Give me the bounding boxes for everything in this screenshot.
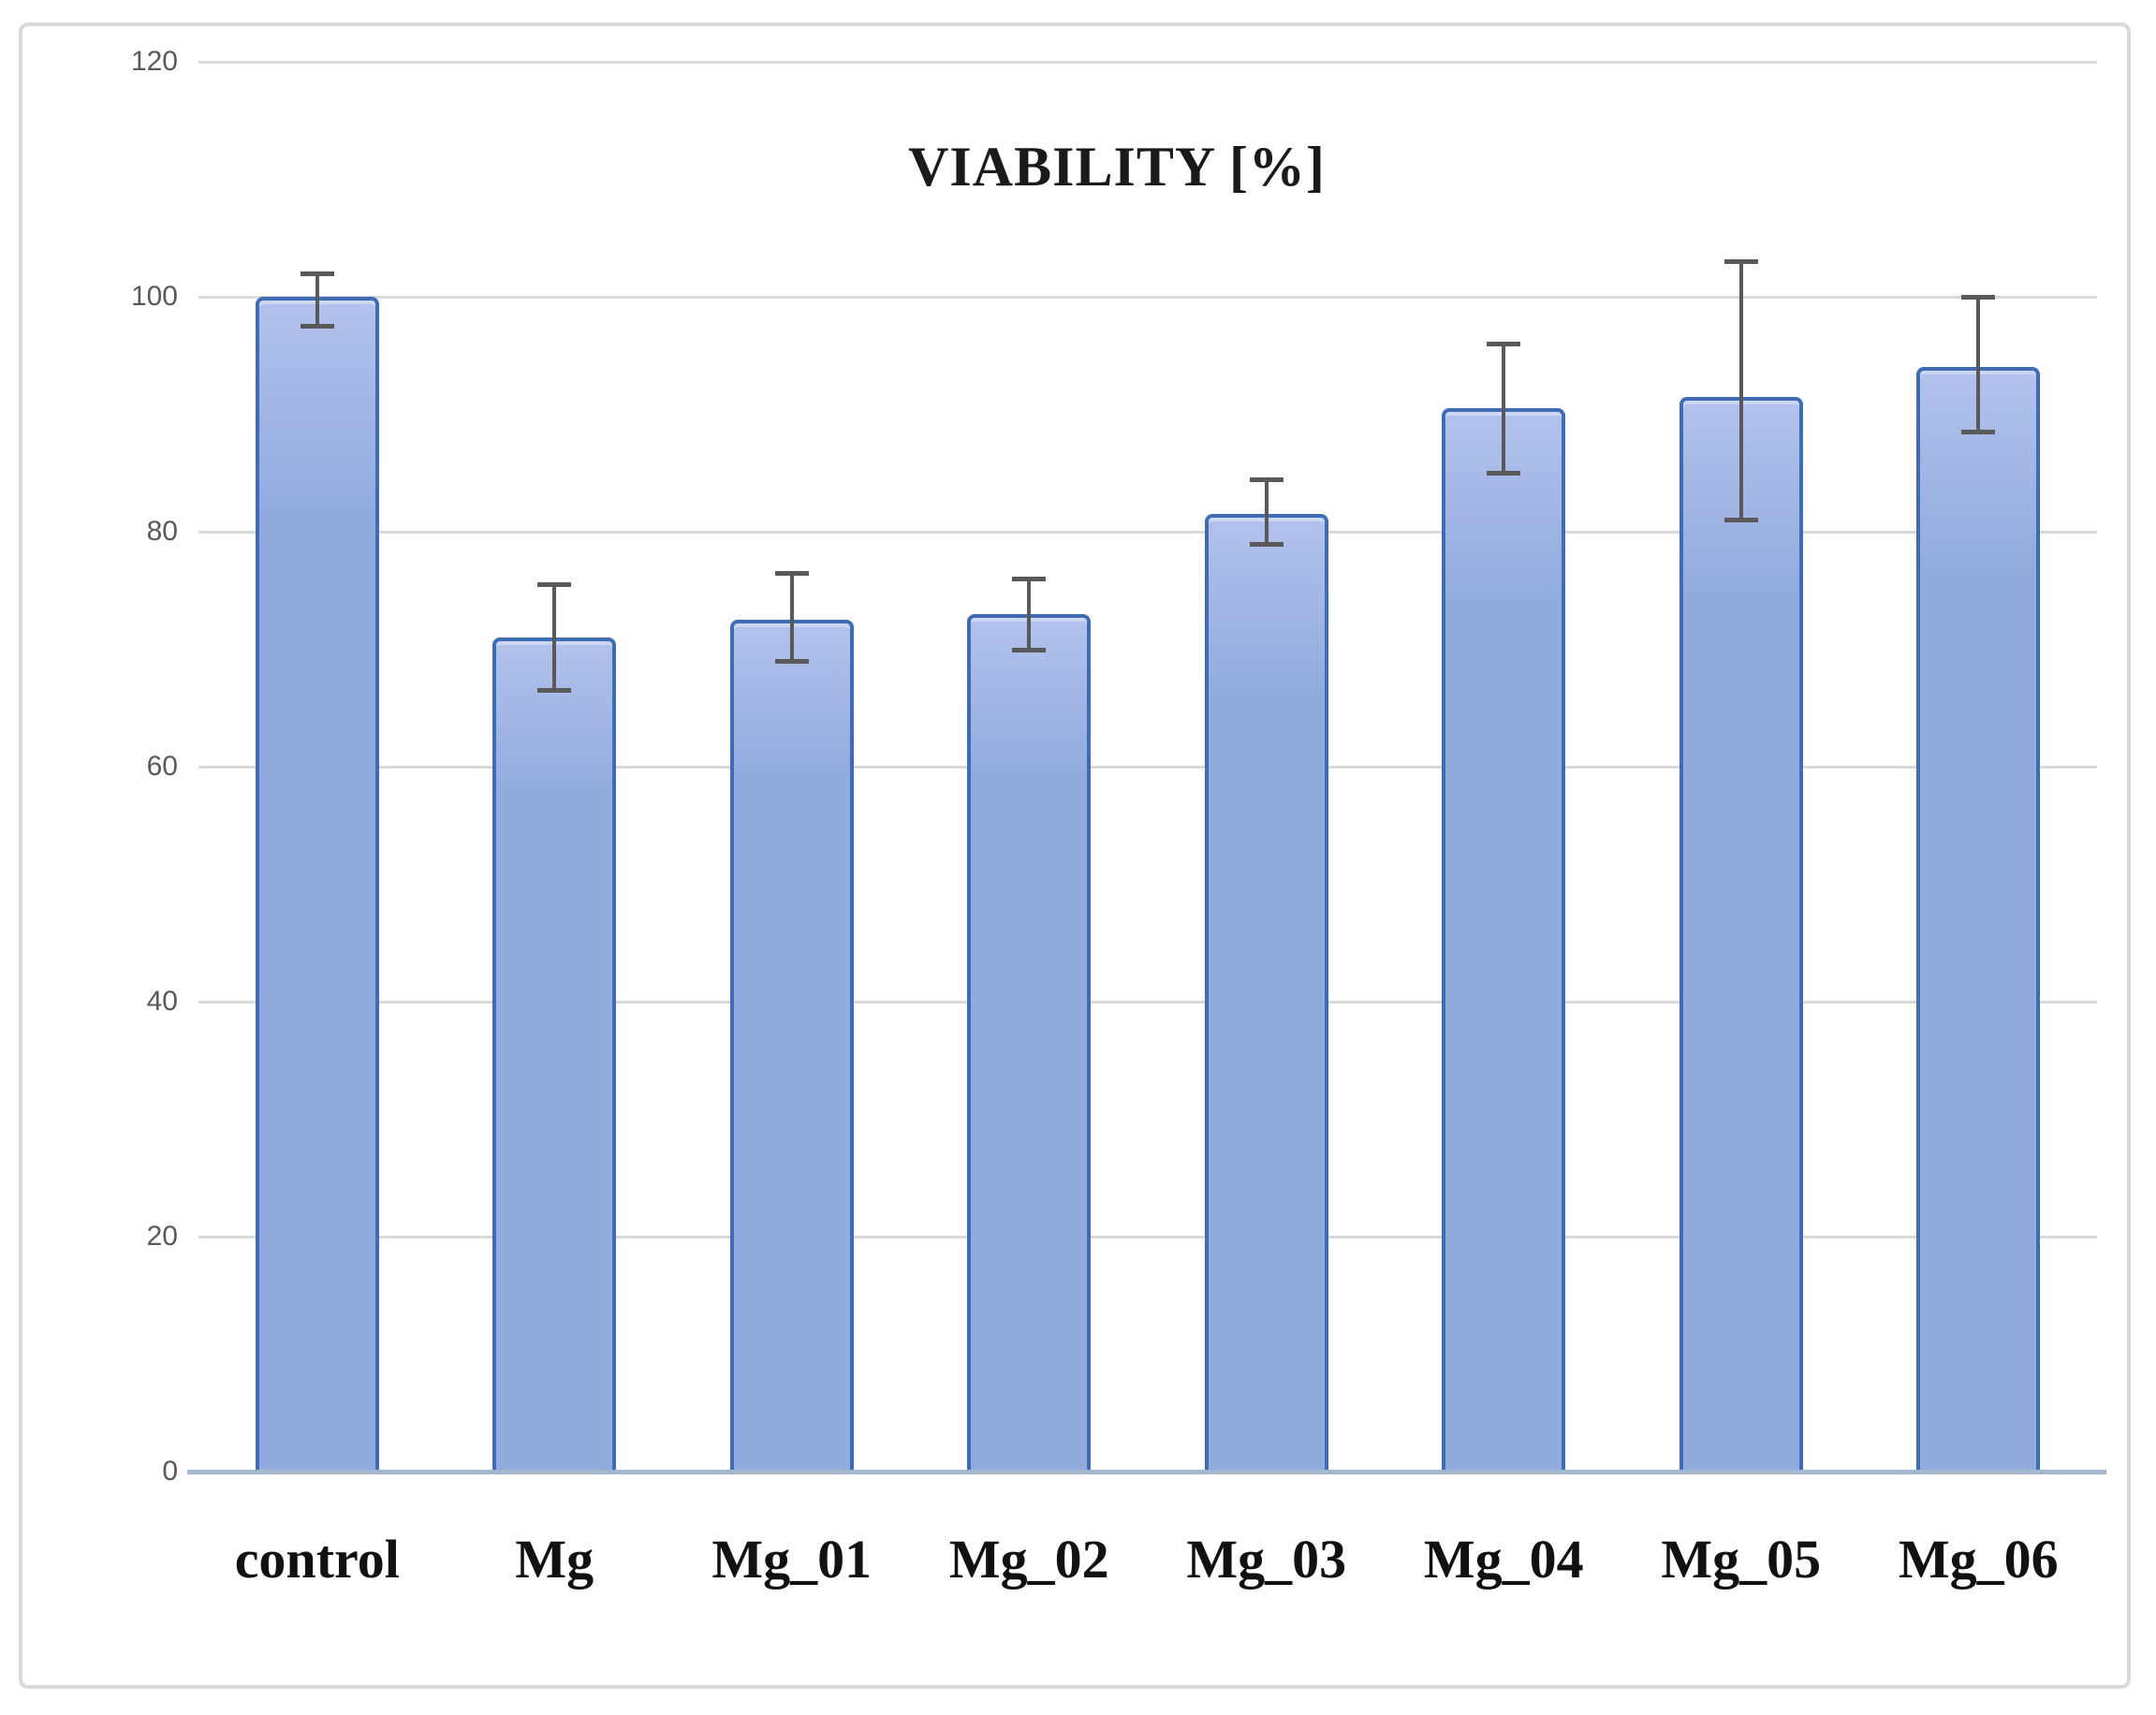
x-axis-baseline	[187, 1470, 2106, 1474]
x-category-label: Mg	[515, 1529, 594, 1590]
error-bar	[315, 272, 319, 327]
error-bar-top-cap	[300, 271, 334, 276]
bar	[1916, 367, 2041, 1472]
x-category-label: Mg_06	[1898, 1529, 2059, 1590]
error-bar	[1502, 344, 1506, 474]
error-bar-bottom-cap	[1961, 430, 1996, 435]
y-axis-tick-label: 120	[130, 46, 178, 77]
y-axis-tick-label: 60	[146, 751, 178, 782]
y-axis-tick-label: 40	[146, 986, 178, 1017]
error-bar-top-cap	[1723, 259, 1758, 265]
x-category-label: Mg_04	[1423, 1529, 1584, 1590]
error-bar-bottom-cap	[300, 324, 334, 330]
error-bar	[1027, 579, 1032, 650]
bar	[492, 637, 617, 1472]
error-bar	[1976, 297, 1981, 432]
error-bar	[1264, 478, 1269, 544]
error-bar-bottom-cap	[1723, 518, 1758, 523]
error-bar-bottom-cap	[537, 688, 572, 694]
bar	[1204, 514, 1328, 1472]
horizontal-gridline	[198, 531, 2097, 534]
error-bar-top-cap	[1249, 476, 1283, 482]
x-category-label: Mg_03	[1186, 1529, 1347, 1590]
bar	[967, 613, 1092, 1472]
error-bar-top-cap	[774, 570, 809, 576]
error-bar-top-cap	[1961, 295, 1996, 300]
bar	[255, 297, 379, 1472]
bar	[1679, 396, 1803, 1472]
x-category-label: Mg_05	[1661, 1529, 1822, 1590]
horizontal-gridline	[198, 1236, 2097, 1239]
error-bar-top-cap	[1487, 342, 1521, 347]
horizontal-gridline	[198, 1001, 2097, 1004]
error-bar-top-cap	[1012, 577, 1047, 582]
x-category-label: Mg_02	[948, 1529, 1109, 1590]
horizontal-gridline	[198, 61, 2097, 64]
x-category-label: Mg_01	[711, 1529, 873, 1590]
horizontal-gridline	[198, 766, 2097, 769]
error-bar-bottom-cap	[1249, 541, 1283, 547]
x-category-label: control	[234, 1529, 400, 1590]
error-bar	[552, 584, 557, 691]
error-bar-bottom-cap	[774, 659, 809, 665]
horizontal-gridline	[198, 296, 2097, 299]
y-axis-tick-label: 0	[162, 1456, 178, 1487]
chart-title: VIABILITY [%]	[908, 136, 1326, 198]
bar	[1442, 408, 1566, 1472]
error-bar	[1738, 261, 1743, 520]
y-axis-tick-label: 100	[130, 281, 178, 312]
bar	[729, 620, 854, 1472]
y-axis-tick-label: 80	[146, 516, 178, 547]
error-bar-bottom-cap	[1487, 471, 1521, 476]
error-bar	[789, 572, 794, 662]
error-bar-bottom-cap	[1012, 647, 1047, 652]
error-bar-top-cap	[537, 582, 572, 588]
y-axis-tick-label: 20	[146, 1221, 178, 1252]
